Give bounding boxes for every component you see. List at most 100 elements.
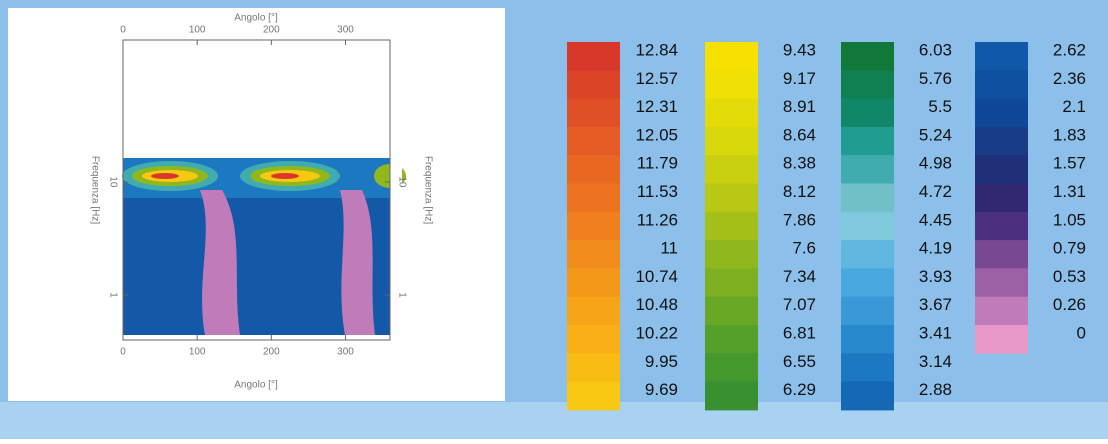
x-tick-label: 200 [263,347,280,358]
x-tick-label: 0 [120,347,126,358]
legend-level: 3.93 [919,267,952,286]
legend-swatch [705,211,758,241]
legend-swatch [705,296,758,326]
legend-level: 4.19 [919,239,952,258]
y-tick-label: 1 [396,292,407,298]
legend-level: 8.64 [783,125,816,144]
field-peak [271,173,299,179]
legend-level: 0 [1077,323,1086,342]
legend-swatch [841,211,894,241]
legend-swatch [975,42,1028,71]
legend-level: 8.38 [783,154,816,173]
legend-swatch [567,296,620,326]
legend-swatch [975,183,1028,213]
contour-field [122,150,406,335]
legend-level: 3.14 [919,352,952,371]
legend-level: 6.81 [783,323,816,342]
legend-level: 12.57 [635,69,678,88]
legend-swatch [975,70,1028,100]
legend-swatch [567,126,620,156]
legend-swatch [841,42,894,71]
legend-level: 4.98 [919,154,952,173]
x-tick-label: 100 [189,25,206,36]
legend-swatch [705,353,758,383]
legend-swatch [975,325,1028,354]
legend-level: 2.36 [1053,69,1086,88]
legend-level: 1.05 [1053,210,1086,229]
legend-level: 0.26 [1053,295,1086,314]
legend-level: 4.72 [919,182,952,201]
legend-swatch [975,211,1028,241]
legend-swatch [705,155,758,184]
legend-level: 1.83 [1053,125,1086,144]
legend-swatch [841,268,894,298]
field-peak [151,173,179,179]
legend-swatch [567,353,620,383]
legend-swatch [705,70,758,100]
x-tick-label: 200 [263,25,280,36]
legend-swatch [841,126,894,156]
legend-level: 10.74 [635,267,678,286]
legend-level: 8.12 [783,182,816,201]
legend-level: 7.07 [783,295,816,314]
legend-swatch [567,325,620,354]
legend-swatch [841,381,894,411]
legend-level: 2.1 [1062,97,1086,116]
legend-level: 5.76 [919,69,952,88]
x-tick-label: 0 [120,25,126,36]
x-tick-label: 300 [337,347,354,358]
field-ridge [340,190,375,335]
footer-band [0,402,1108,439]
legend-level: 11.53 [637,182,678,201]
legend-swatch [705,42,758,71]
legend-swatch [975,296,1028,326]
legend-level: 7.86 [783,210,816,229]
legend-level: 12.84 [635,40,678,59]
legend-level: 9.95 [645,352,678,371]
legend-swatch [841,353,894,383]
x-tick-label: 100 [189,347,206,358]
legend-swatch [567,42,620,71]
legend-swatch [841,240,894,269]
legend-level: 6.29 [783,380,816,399]
legend-level: 0.53 [1053,267,1086,286]
legend-swatch [841,70,894,100]
legend-swatch [705,268,758,298]
legend-swatch [705,183,758,213]
legend-swatch [975,98,1028,128]
legend-swatch [705,381,758,411]
legend-level: 4.45 [919,210,952,229]
legend-level: 9.17 [783,69,816,88]
legend-level: 11.26 [637,210,678,229]
y-label-right: Frequenza [Hz] [422,156,433,225]
legend-level: 6.55 [783,352,816,371]
legend-level: 1.31 [1053,182,1086,201]
legend-level: 12.05 [635,125,678,144]
legend-swatch [567,155,620,184]
x-label-bottom: Angolo [°] [234,380,278,391]
legend-swatch [705,240,758,269]
legend-swatch [841,98,894,128]
legend-level: 2.88 [919,380,952,399]
legend-level: 5.24 [919,125,952,144]
field-ridge [200,190,240,335]
legend-swatch [841,155,894,184]
y-label-left: Frequenza [Hz] [89,156,100,225]
legend-level: 0.79 [1053,239,1086,258]
plot-frame [122,39,391,341]
legend-level: 10.48 [635,295,678,314]
legend-swatch [567,381,620,411]
legend-swatch [705,325,758,354]
legend-level: 2.62 [1053,40,1086,59]
legend-swatch [567,183,620,213]
legend-swatch [567,268,620,298]
legend-swatch [975,268,1028,298]
legend-swatch [567,240,620,269]
legend-swatch [567,98,620,128]
legend-level: 3.67 [919,295,952,314]
legend-swatch [705,126,758,156]
legend-level: 6.03 [919,40,952,59]
legend-swatch [975,126,1028,156]
legend-level: 3.41 [919,323,952,342]
legend-swatch [841,183,894,213]
